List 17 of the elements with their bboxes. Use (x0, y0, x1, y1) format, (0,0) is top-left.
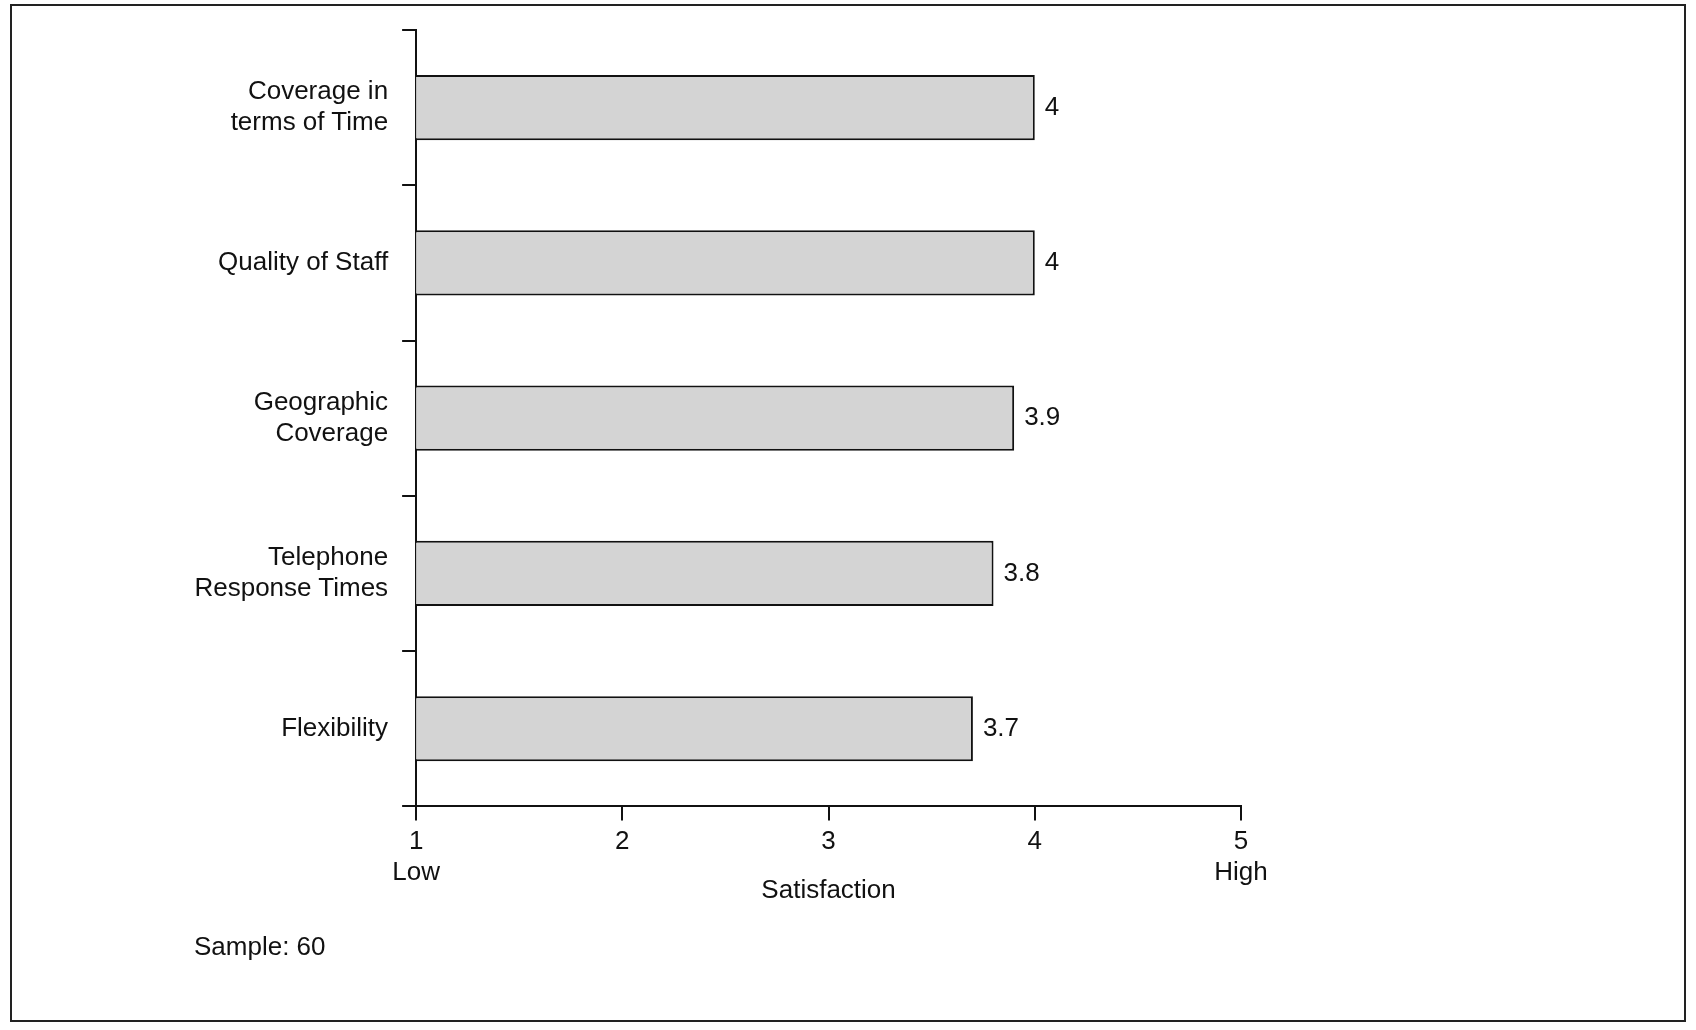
y-tick-label: Geographic Coverage (253, 385, 389, 447)
y-tick-label: Quality of Staff (218, 246, 389, 277)
x-tick-label: 2 (615, 825, 630, 856)
data-label: 4 (1044, 246, 1060, 277)
text: Sample: 60 (194, 931, 326, 961)
y-tick-label: Telephone Response Times (194, 541, 389, 603)
x-tick-label: 1 Low (392, 825, 441, 887)
x-tick-label: 3 (821, 825, 836, 856)
data-label: 3.8 (1003, 556, 1040, 587)
data-label: 3.7 (982, 711, 1020, 742)
y-tick-label: Flexibility (281, 711, 389, 742)
x-tick-label: 4 (1027, 825, 1043, 856)
y-tick-label: Coverage in terms of Time (230, 75, 389, 137)
x-tick-label: 5 High (1214, 825, 1268, 887)
x-axis-title: Satisfaction (761, 873, 896, 904)
data-label: 3.9 (1024, 401, 1061, 432)
data-label: 4 (1044, 90, 1060, 121)
